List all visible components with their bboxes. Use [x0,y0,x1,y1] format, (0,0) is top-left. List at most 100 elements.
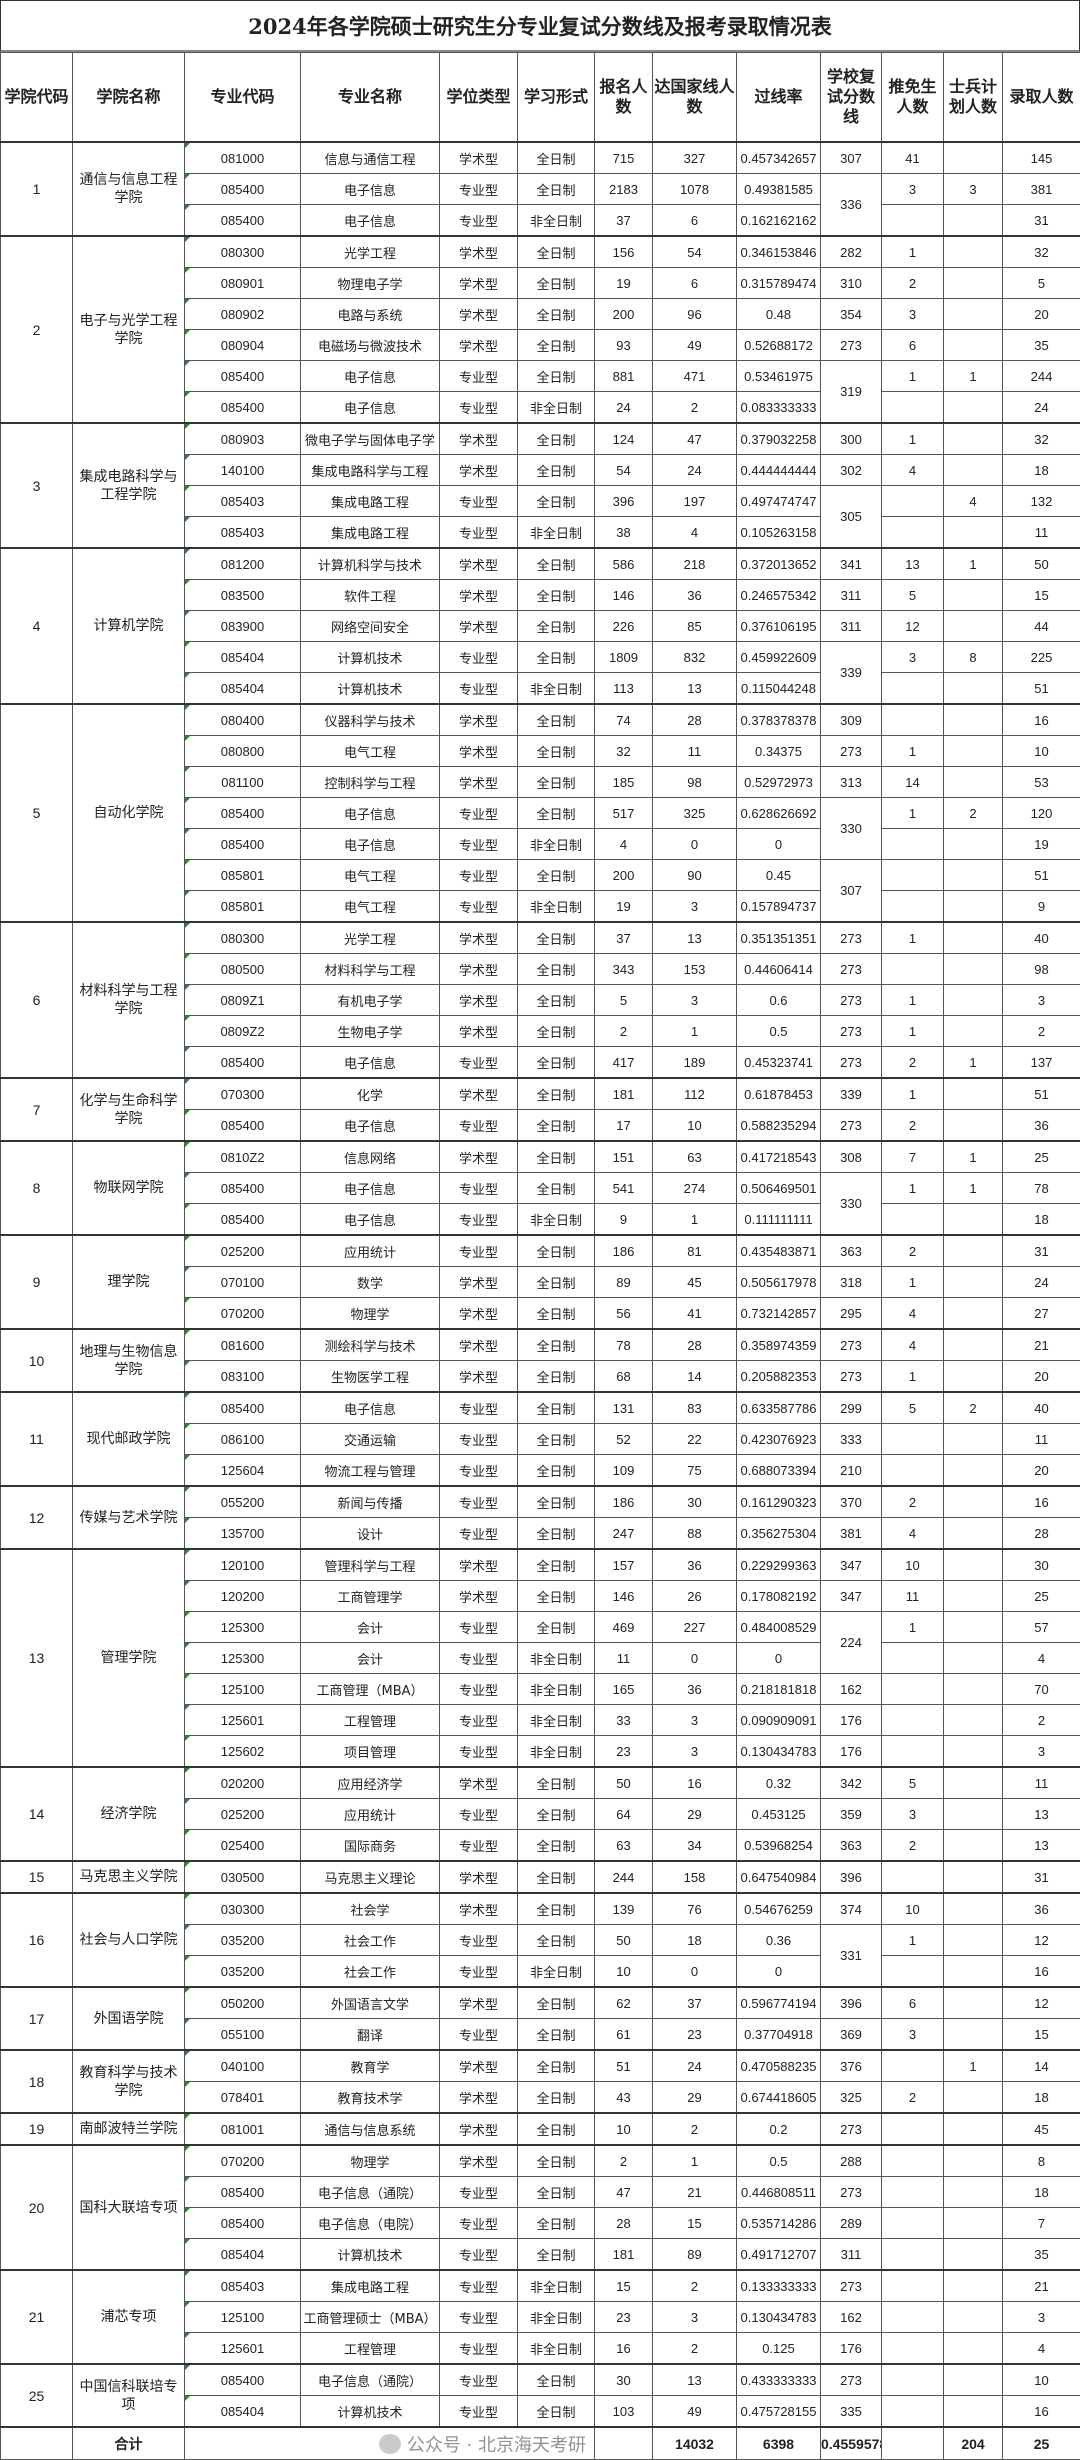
study-mode: 全日制 [518,1861,595,1893]
major-code: 070200 [185,1298,301,1330]
applicants: 10 [595,1956,653,1988]
study-mode: 全日制 [518,642,595,673]
pass-rate: 0.505617978 [737,1267,821,1298]
admitted: 13 [1003,1799,1080,1830]
admitted: 35 [1003,2239,1080,2271]
retest-score: 273 [821,1110,882,1142]
applicants: 881 [595,361,653,392]
college-code: 15 [1,1861,73,1893]
passed: 10 [653,1110,737,1142]
college-name: 社会与人口学院 [73,1893,185,1987]
study-mode: 全日制 [518,1612,595,1643]
major-code: 085400 [185,1204,301,1236]
passed: 16 [653,1767,737,1799]
degree-type: 专业型 [440,2333,518,2365]
empty-cell [595,2427,653,2460]
passed: 11 [653,736,737,767]
major-code: 025200 [185,1799,301,1830]
exempt: 1 [882,1078,944,1110]
degree-type: 学术型 [440,1267,518,1298]
admitted: 3 [1003,1736,1080,1768]
retest-score: 309 [821,704,882,736]
soldier [944,299,1003,330]
applicants: 2 [595,1016,653,1047]
major-name: 材料科学与工程 [301,954,440,985]
passed: 89 [653,2239,737,2271]
pass-rate: 0.49381585 [737,174,821,205]
passed: 15 [653,2208,737,2239]
exempt [882,205,944,237]
soldier [944,673,1003,705]
exempt [882,2145,944,2177]
applicants: 146 [595,1581,653,1612]
exempt [882,2239,944,2271]
retest-score: 319 [821,361,882,424]
admitted: 2 [1003,1016,1080,1047]
soldier [944,922,1003,954]
pass-rate: 0.5 [737,2145,821,2177]
degree-type: 专业型 [440,392,518,424]
soldier: 1 [944,2050,1003,2082]
major-name: 电子信息 [301,392,440,424]
degree-type: 学术型 [440,2082,518,2114]
study-mode: 全日制 [518,2208,595,2239]
exempt: 12 [882,611,944,642]
applicants: 113 [595,673,653,705]
passed: 3 [653,1705,737,1736]
retest-score: 339 [821,642,882,705]
applicants: 469 [595,1612,653,1643]
pass-rate: 0 [737,1643,821,1674]
pass-rate: 0.356275304 [737,1518,821,1550]
retest-score: 273 [821,330,882,361]
major-code: 081000 [185,142,301,174]
major-name: 马克思主义理论 [301,1861,440,1893]
admitted: 11 [1003,517,1080,549]
applicants: 186 [595,1235,653,1267]
exempt: 1 [882,798,944,829]
degree-type: 专业型 [440,1392,518,1424]
study-mode: 全日制 [518,1141,595,1173]
study-mode: 全日制 [518,611,595,642]
applicants: 15 [595,2270,653,2302]
header-exempt-students: 推免生人数 [882,53,944,143]
passed: 6 [653,205,737,237]
college-code: 10 [1,1329,73,1392]
major-name: 软件工程 [301,580,440,611]
exempt: 5 [882,1392,944,1424]
degree-type: 专业型 [440,860,518,891]
major-name: 计算机技术 [301,642,440,673]
exempt [882,829,944,860]
retest-score: 359 [821,1799,882,1830]
soldier [944,1581,1003,1612]
soldier [944,704,1003,736]
pass-rate: 0.6 [737,985,821,1016]
degree-type: 专业型 [440,1643,518,1674]
header-row: 学院代码学院名称专业代码专业名称学位类型学习形式报名人数达国家线人数过线率学校复… [1,53,1080,143]
major-code: 080902 [185,299,301,330]
degree-type: 学术型 [440,299,518,330]
degree-type: 学术型 [440,1329,518,1361]
admitted: 25 [1003,1581,1080,1612]
major-code: 125604 [185,1455,301,1487]
admitted: 16 [1003,704,1080,736]
college-name: 南邮波特兰学院 [73,2113,185,2145]
retest-score: 363 [821,1830,882,1862]
retest-score: 300 [821,423,882,455]
retest-score: 369 [821,2019,882,2051]
pass-rate: 0.178082192 [737,1581,821,1612]
admitted: 44 [1003,611,1080,642]
study-mode: 全日制 [518,268,595,299]
admitted: 13 [1003,1830,1080,1862]
degree-type: 学术型 [440,142,518,174]
applicants: 124 [595,423,653,455]
degree-type: 学术型 [440,330,518,361]
passed: 26 [653,1581,737,1612]
retest-score: 363 [821,1235,882,1267]
pass-rate: 0.36 [737,1925,821,1956]
study-mode: 全日制 [518,2396,595,2428]
pass-rate: 0.628626692 [737,798,821,829]
major-name: 工程管理 [301,2333,440,2365]
pass-rate: 0.44606414 [737,954,821,985]
retest-score: 273 [821,985,882,1016]
